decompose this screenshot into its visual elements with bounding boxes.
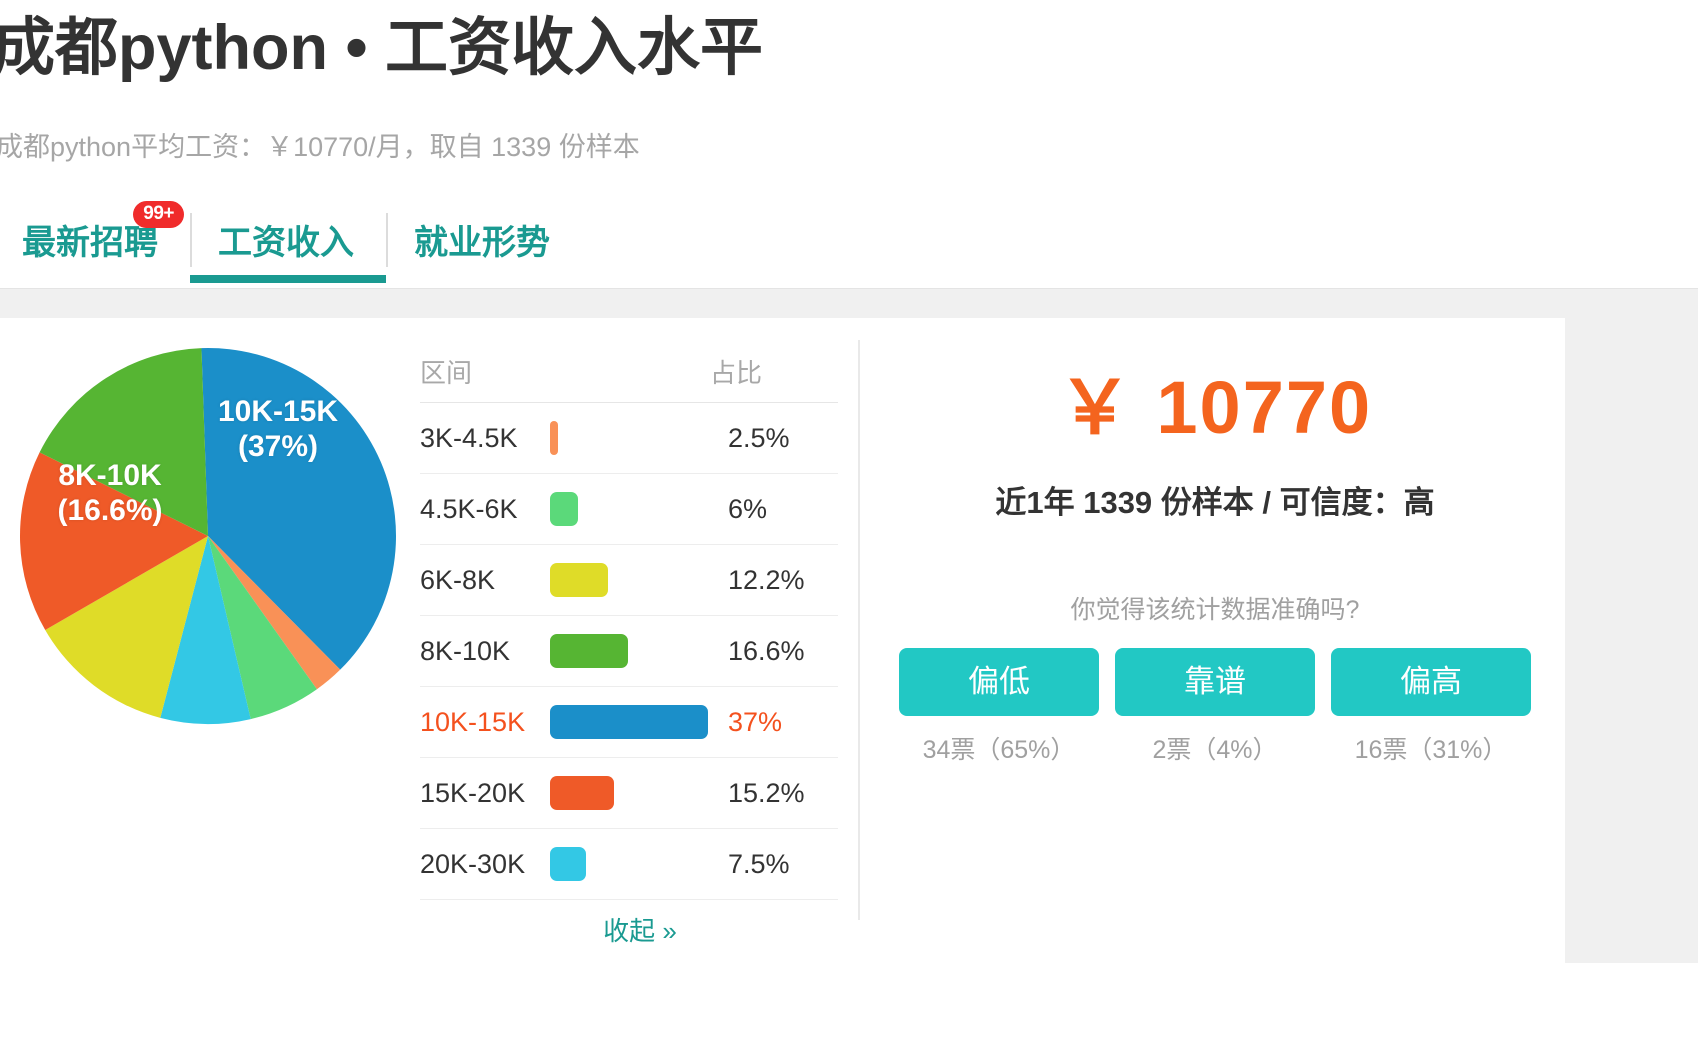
table-row: 10K-15K 37%: [420, 687, 838, 758]
collapse-link[interactable]: 收起 »: [603, 915, 677, 946]
pie-slice: [208, 536, 341, 690]
vote-count-accurate: 2票（4%）: [1152, 735, 1278, 764]
pie-slice: [19, 452, 209, 631]
column-header-percent: 占比: [710, 357, 763, 388]
table-row: 8K-10K 16.6%: [420, 616, 838, 687]
proportion-bar: [550, 847, 586, 881]
average-salary-value: ￥ 10770: [1057, 366, 1373, 449]
vote-option-low: 偏低 34票（65%）: [899, 647, 1099, 766]
cell-salary-range: 6K-8K: [420, 564, 496, 595]
collapse-row: 收起 »: [420, 900, 838, 958]
tab-label: 就业形势: [414, 224, 550, 262]
vote-question: 你觉得该统计数据准确吗?: [1070, 595, 1360, 624]
pie-slice: [208, 536, 317, 720]
section-separator: [0, 288, 1698, 319]
cell-bar: [550, 634, 710, 668]
proportion-bar: [550, 705, 708, 739]
pie-slice: [45, 536, 208, 718]
cell-salary-range: 3K-4.5K: [420, 422, 518, 453]
page-bottom-fill: [0, 963, 1698, 1048]
cell-bar: [550, 705, 710, 739]
proportion-bar: [550, 492, 578, 526]
cell-salary-range: 8K-10K: [420, 635, 511, 666]
tab-latest-jobs[interactable]: 最新招聘 99+: [0, 201, 190, 283]
salary-content-card: 10K-15K (37%) 8K-10K (16.6%) 区间 占比 3K-4.…: [0, 318, 1565, 963]
pie-slice: [160, 536, 251, 724]
table-row: 3K-4.5K 2.5%: [420, 403, 838, 474]
page-header: 成都python • 工资收入水平 成都python平均工资：￥10770/月，…: [0, 0, 1698, 290]
column-header-range: 区间: [420, 357, 473, 388]
tab-label: 最新招聘: [22, 224, 158, 262]
cell-percent: 15.2%: [728, 777, 805, 808]
proportion-bar: [550, 634, 628, 668]
vote-button-group: 偏低 34票（65%） 靠谱 2票（4%） 偏高 16票（31%）: [880, 647, 1550, 766]
proportion-bar: [550, 421, 558, 455]
cell-salary-range: 4.5K-6K: [420, 493, 518, 524]
table-row: 15K-20K 15.2%: [420, 758, 838, 829]
cell-salary-range: 20K-30K: [420, 848, 526, 879]
pie-slice: [201, 348, 396, 670]
tab-label: 工资收入: [218, 224, 354, 262]
table-body: 3K-4.5K 2.5% 4.5K-6K 6% 6K-8K 12.2% 8K-10K 16.6…: [420, 403, 838, 900]
table-row: 6K-8K 12.2%: [420, 545, 838, 616]
table-row: 20K-30K 7.5%: [420, 829, 838, 900]
page-title: 成都python • 工资收入水平: [0, 13, 764, 83]
sample-credibility-line: 近1年 1339 份样本 / 可信度：高: [995, 484, 1435, 520]
page-background-gap: [1565, 318, 1698, 963]
page-subtitle: 成都python平均工资：￥10770/月，取自 1339 份样本: [0, 132, 640, 162]
cell-percent: 6%: [728, 493, 768, 524]
cell-bar: [550, 492, 710, 526]
cell-bar: [550, 421, 710, 455]
cell-salary-range: 10K-15K: [420, 706, 526, 737]
salary-distribution-table: 区间 占比 3K-4.5K 2.5% 4.5K-6K 6% 6K-8K 12.2% 8K-1…: [420, 340, 838, 958]
salary-summary-panel: ￥ 10770 近1年 1339 份样本 / 可信度：高 你觉得该统计数据准确吗…: [880, 340, 1550, 766]
vote-option-accurate: 靠谱 2票（4%）: [1115, 647, 1315, 766]
proportion-bar: [550, 563, 608, 597]
cell-percent: 12.2%: [728, 564, 805, 595]
table-row: 4.5K-6K 6%: [420, 474, 838, 545]
tab-salary-income[interactable]: 工资收入: [190, 205, 386, 283]
vote-button-accurate[interactable]: 靠谱: [1115, 647, 1315, 716]
vote-option-high: 偏高 16票（31%）: [1331, 647, 1531, 766]
proportion-bar: [550, 776, 614, 810]
cell-percent: 2.5%: [728, 422, 790, 453]
cell-bar: [550, 776, 710, 810]
panel-divider: [858, 340, 860, 920]
cell-percent: 16.6%: [728, 635, 805, 666]
badge-count: 99+: [133, 201, 184, 228]
vote-button-too-low[interactable]: 偏低: [899, 647, 1099, 716]
pie-slice: [39, 348, 208, 536]
cell-percent: 37%: [728, 706, 783, 737]
cell-bar: [550, 847, 710, 881]
cell-salary-range: 15K-20K: [420, 777, 526, 808]
pie-chart-svg: [19, 348, 396, 724]
vote-count-too-high: 16票（31%）: [1354, 735, 1508, 764]
salary-pie-chart: 10K-15K (37%) 8K-10K (16.6%): [18, 346, 398, 726]
table-header-row: 区间 占比: [420, 340, 838, 403]
vote-button-too-high[interactable]: 偏高: [1331, 647, 1531, 716]
cell-bar: [550, 563, 710, 597]
cell-percent: 7.5%: [728, 848, 790, 879]
vote-count-too-low: 34票（65%）: [922, 735, 1076, 764]
tab-employment-situation[interactable]: 就业形势: [386, 205, 582, 283]
tab-bar: 最新招聘 99+ 工资收入 就业形势: [0, 201, 582, 283]
